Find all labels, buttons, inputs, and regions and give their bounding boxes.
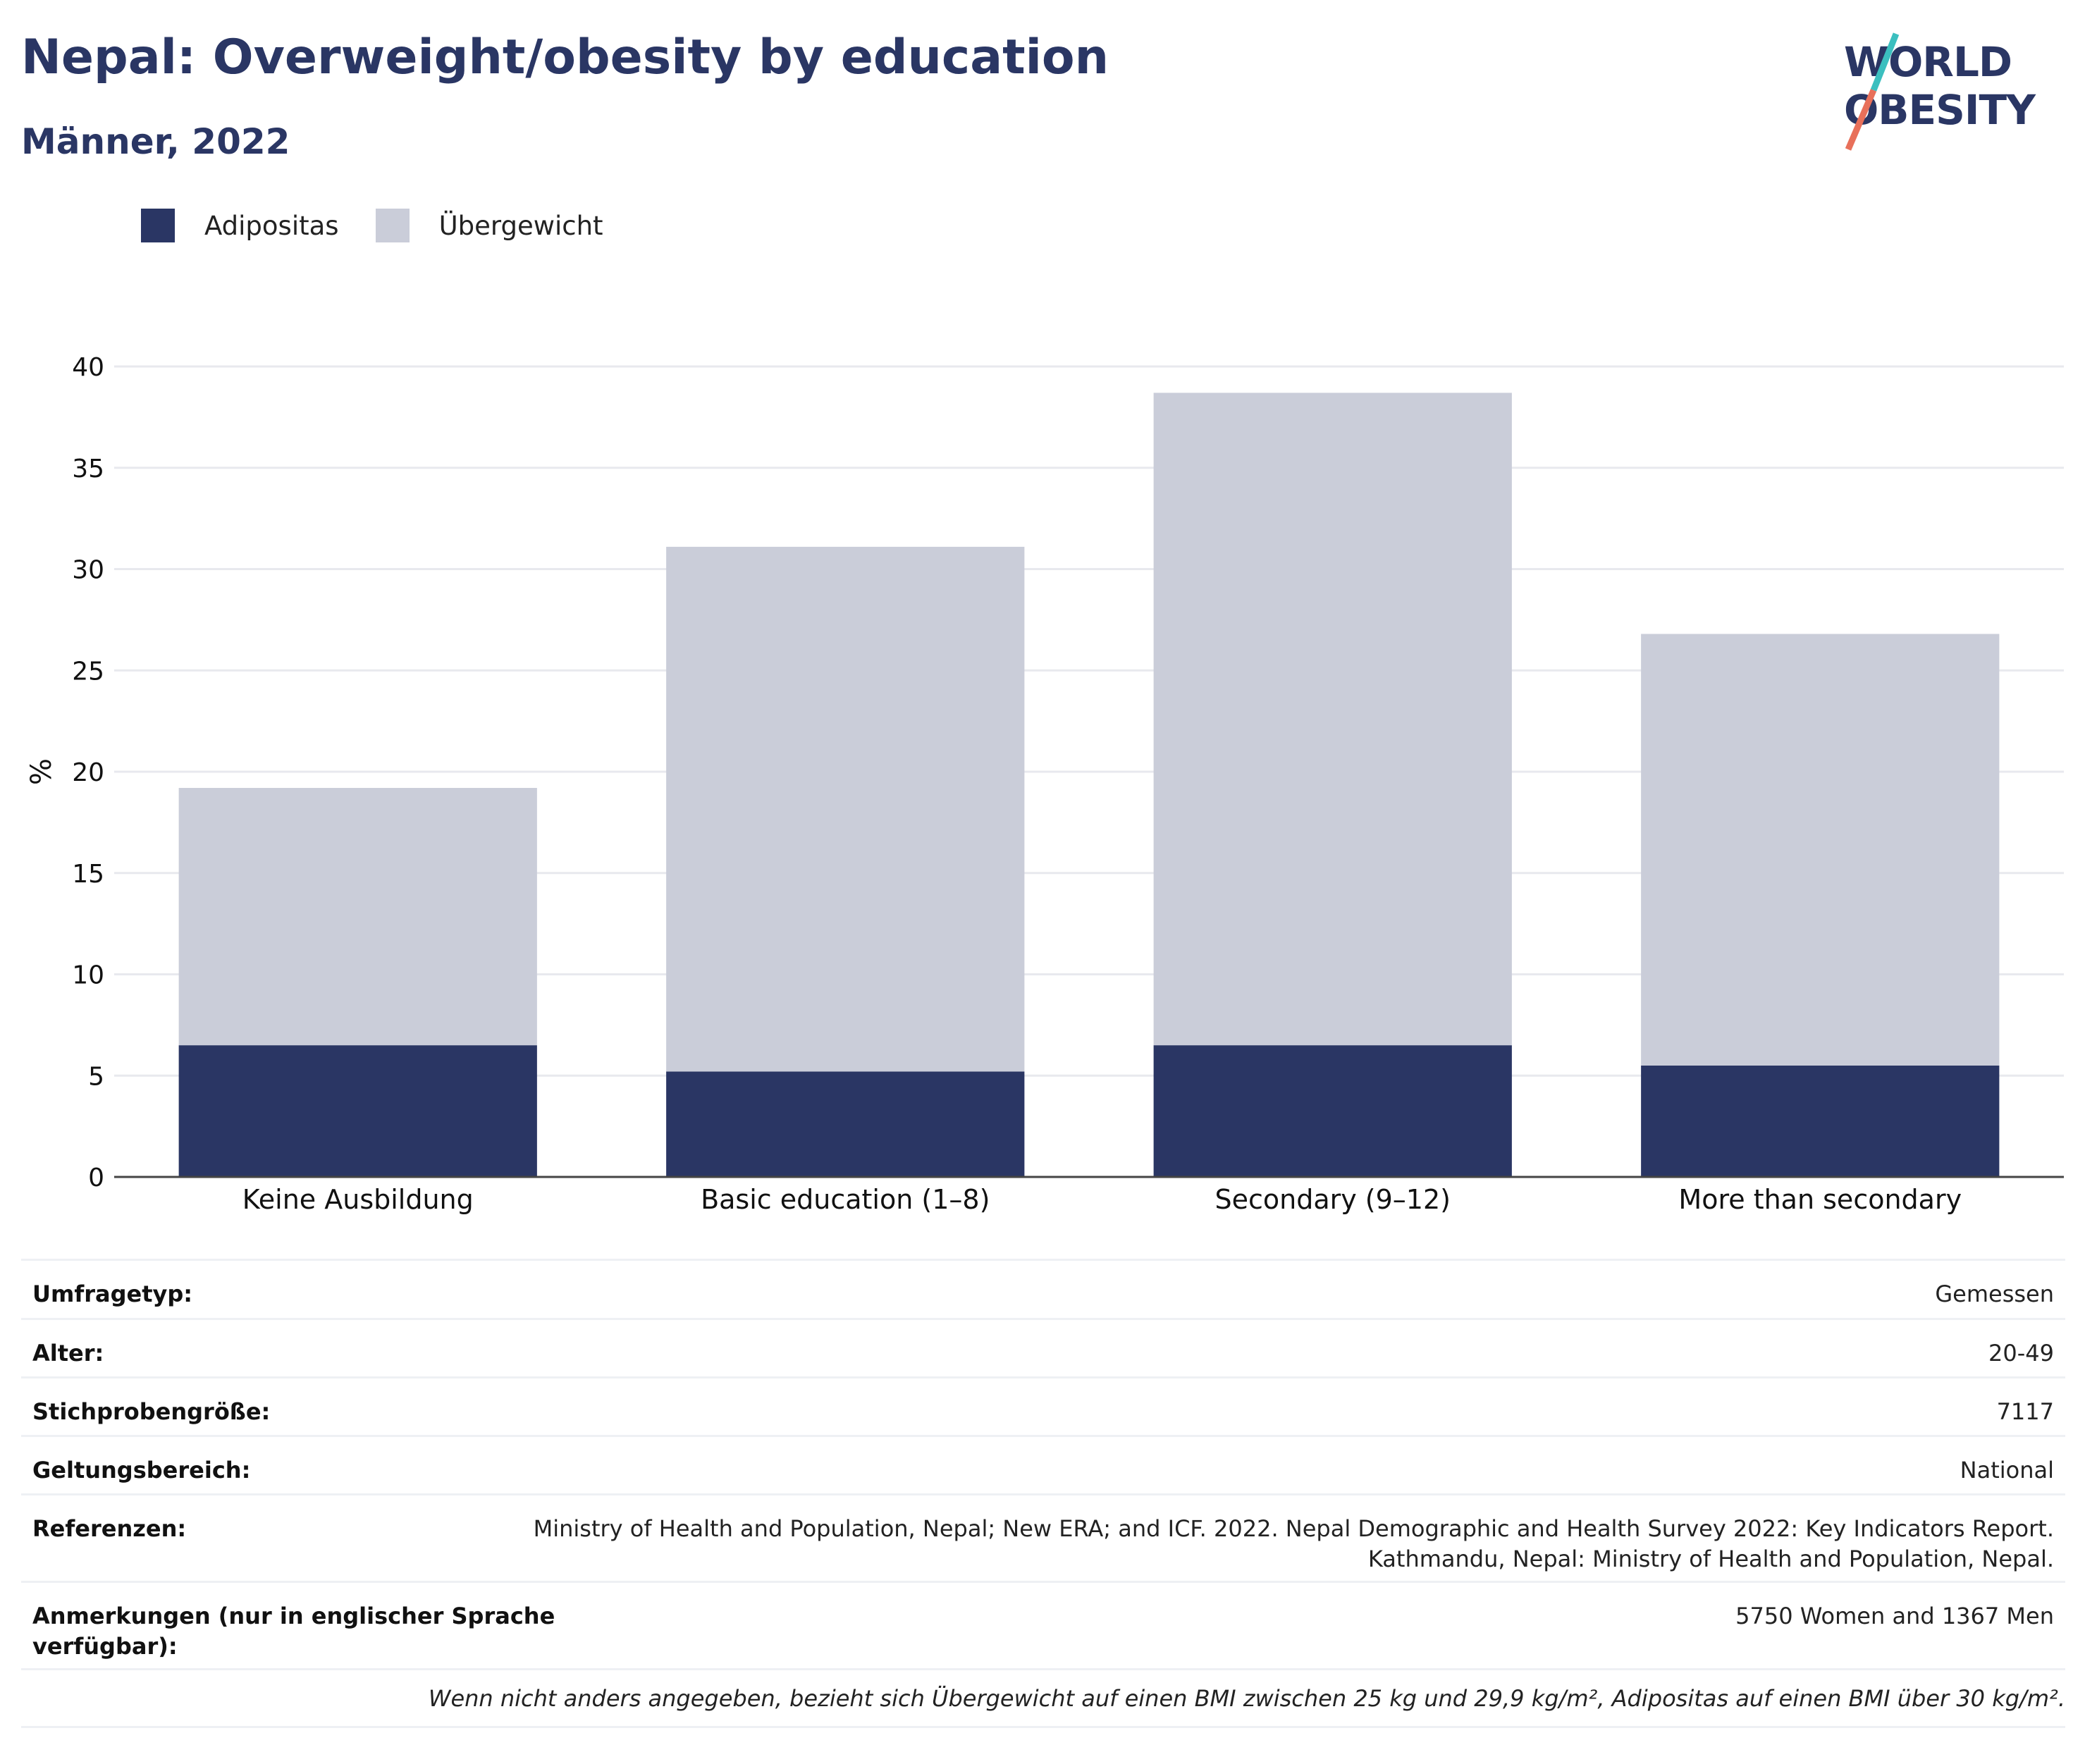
bar-adipositas-1 xyxy=(666,1071,1025,1177)
bar-uebergewicht-1 xyxy=(666,546,1025,1072)
info-table-bottom-border xyxy=(21,1726,2065,1728)
footnote: Wenn nicht anders angegeben, bezieht sic… xyxy=(428,1685,2065,1712)
info-value: 20-49 xyxy=(1988,1340,2054,1367)
legend-item-adipositas[interactable]: Adipositas xyxy=(141,209,339,242)
info-key: Stichprobengröße: xyxy=(32,1398,271,1425)
info-key: Alter: xyxy=(32,1340,104,1367)
svg-text:WORLD: WORLD xyxy=(1844,38,2012,86)
y-tick-label-15: 15 xyxy=(72,860,104,889)
world-obesity-logo: WORLD OBESITY xyxy=(1844,32,2037,151)
y-tick-label-5: 5 xyxy=(88,1062,104,1091)
x-tick-label-3: More than secondary xyxy=(1678,1184,1962,1215)
y-axis-title: % xyxy=(25,758,58,785)
info-value: National xyxy=(1960,1457,2054,1484)
legend-item-uebergewicht[interactable]: Übergewicht xyxy=(375,209,603,242)
y-tick-label-20: 20 xyxy=(72,758,104,787)
x-tick-label-0: Keine Ausbildung xyxy=(242,1184,474,1215)
bar-adipositas-0 xyxy=(178,1045,537,1177)
y-tick-label-30: 30 xyxy=(72,556,104,585)
info-value: Ministry of Health and Population, Nepal… xyxy=(533,1515,2054,1572)
info-key: Referenzen: xyxy=(32,1515,187,1542)
x-tick-label-2: Secondary (9–12) xyxy=(1214,1184,1451,1215)
chart-title: Nepal: Overweight/obesity by education xyxy=(21,30,1109,85)
chart-subtitle: Männer, 2022 xyxy=(21,121,290,162)
info-key: Geltungsbereich: xyxy=(32,1457,251,1484)
bar-adipositas-2 xyxy=(1153,1045,1512,1177)
svg-text:OBESITY: OBESITY xyxy=(1844,86,2036,134)
bar-uebergewicht-2 xyxy=(1153,393,1512,1046)
info-row: Umfragetyp: Gemessen xyxy=(21,1259,2065,1318)
legend-label-adipositas: Adipositas xyxy=(204,210,339,241)
info-value: 5750 Women and 1367 Men xyxy=(1735,1603,2054,1629)
bar-adipositas-3 xyxy=(1641,1065,2000,1177)
y-tick-label-40: 40 xyxy=(72,353,104,382)
info-row: Anmerkungen (nur in englischer Sprache ve… xyxy=(21,1581,2065,1668)
info-key: Umfragetyp: xyxy=(32,1281,193,1307)
info-row-divider xyxy=(21,1668,2065,1712)
x-tick-label-1: Basic education (1–8) xyxy=(701,1184,990,1215)
chart-legend: Adipositas Übergewicht xyxy=(141,209,640,242)
y-tick-label-0: 0 xyxy=(88,1164,104,1192)
info-row: Geltungsbereich: National xyxy=(21,1435,2065,1493)
y-tick-label-35: 35 xyxy=(72,455,104,483)
y-tick-label-25: 25 xyxy=(72,657,104,686)
legend-swatch-uebergewicht xyxy=(375,209,410,242)
y-tick-label-10: 10 xyxy=(72,961,104,990)
info-row: Referenzen: Ministry of Health and Popula… xyxy=(21,1493,2065,1581)
bar-chart: 0 5 10 15 20 25 30 35 40% Keine Ausbildung Basic e… xyxy=(25,353,2064,1215)
legend-label-uebergewicht: Übergewicht xyxy=(438,210,603,241)
info-table: Umfragetyp: Gemessen Alter: 20-49 Stichprobe… xyxy=(21,1259,2065,1712)
info-key: Anmerkungen (nur in englischer Sprache ve… xyxy=(32,1603,555,1660)
bar-uebergewicht-0 xyxy=(178,788,537,1046)
info-value: 7117 xyxy=(1996,1398,2054,1425)
info-row: Alter: 20-49 xyxy=(21,1318,2065,1376)
bar-uebergewicht-3 xyxy=(1641,634,2000,1066)
info-value: Gemessen xyxy=(1935,1281,2054,1307)
info-row: Stichprobengröße: 7117 xyxy=(21,1376,2065,1435)
legend-swatch-adipositas xyxy=(141,209,175,242)
